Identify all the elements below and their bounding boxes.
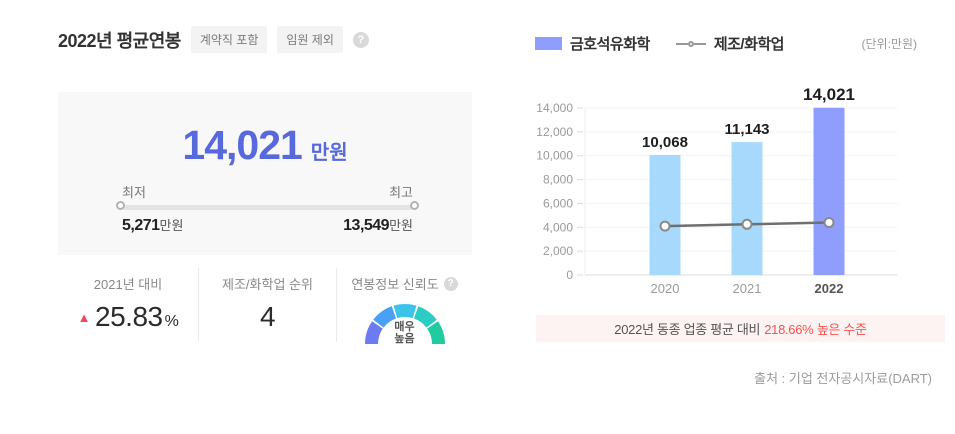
bar-2021[interactable] <box>731 142 763 275</box>
max-salary: 13,549 만원 <box>343 215 413 235</box>
legend-item-industry[interactable]: 제조/화학업 <box>650 33 784 54</box>
svg-text:12,000: 12,000 <box>536 125 573 139</box>
reliability-level-line2: 높음 <box>394 333 415 345</box>
unit-note: (단위:만원) <box>861 37 918 51</box>
x-tick-2021: 2021 <box>733 281 762 296</box>
salary-chart[interactable]: 0 2,000 4,000 6,000 8,000 10,000 12,000 14,000 1… <box>528 86 932 301</box>
min-salary: 5,271 만원 <box>122 215 183 235</box>
reliability-level: 매우 높음 <box>363 321 447 345</box>
slider-handle-min[interactable] <box>116 201 125 210</box>
average-salary-value: 14,021 <box>182 122 302 168</box>
company-swatch-icon <box>535 37 562 50</box>
gauge-segment-2 <box>372 306 396 328</box>
line-marker-2022[interactable] <box>823 217 835 229</box>
svg-text:2,000: 2,000 <box>543 244 573 258</box>
x-tick-2022: 2022 <box>815 281 844 296</box>
bar-label-2020: 10,068 <box>642 134 688 151</box>
average-salary: 14,021 만원 <box>58 122 472 169</box>
x-tick-2020: 2020 <box>651 281 680 296</box>
svg-text:4,000: 4,000 <box>543 220 573 234</box>
salary-summary-card: 14,021 만원 최저 최고 5,271 만원 13,549 만원 <box>58 92 472 255</box>
salary-range-slider <box>116 201 419 210</box>
min-salary-unit: 만원 <box>159 218 184 233</box>
svg-text:14,000: 14,000 <box>536 101 573 115</box>
stat-yoy-label: 2021년 대비 <box>93 277 163 292</box>
reliability-level-line1: 매우 <box>394 321 415 333</box>
bar-2022[interactable] <box>813 107 845 275</box>
gauge-segment-3 <box>393 304 416 319</box>
stat-reliability-label: 연봉정보 신뢰도 ? <box>351 274 458 293</box>
svg-text:0: 0 <box>566 268 573 282</box>
trend-up-icon: ▲ <box>77 309 91 325</box>
left-header: 2022년 평균연봉 계약직 포함 임원 제외 ? <box>58 26 369 53</box>
tag-contract-included: 계약직 포함 <box>190 26 268 53</box>
help-icon-reliability[interactable]: ? <box>443 276 458 291</box>
stat-reliability: 연봉정보 신뢰도 ? 매우 높음 <box>337 268 472 345</box>
bar-label-2022: 14,021 <box>803 86 855 104</box>
gauge-segment-5 <box>426 321 445 344</box>
stat-rank-label: 제조/화학업 순위 <box>222 277 313 292</box>
salary-range-values: 5,271 만원 13,549 만원 <box>122 215 413 235</box>
max-label: 최고 <box>389 185 413 200</box>
stats-row: 2021년 대비 ▲ 25.83 % 제조/화학업 순위 4 연봉정보 신뢰도 … <box>58 268 472 345</box>
line-marker-2020[interactable] <box>659 220 671 232</box>
min-label: 최저 <box>122 185 146 200</box>
industry-line-marker-icon <box>675 40 706 47</box>
gauge-segment-1 <box>364 321 383 344</box>
svg-text:8,000: 8,000 <box>543 173 573 187</box>
yoy-percent: 25.83 <box>95 301 163 332</box>
svg-text:10,000: 10,000 <box>536 149 573 163</box>
legend-item-company[interactable]: 금호석유화학 <box>535 33 650 54</box>
yoy-percent-sign: % <box>164 313 179 330</box>
max-salary-value: 13,549 <box>343 217 390 234</box>
stat-yoy: 2021년 대비 ▲ 25.83 % <box>58 268 198 342</box>
stat-rank-value: 4 <box>259 301 276 332</box>
bar-label-2021: 11,143 <box>724 121 769 138</box>
line-marker-2021[interactable] <box>741 218 753 230</box>
reliability-label-text: 연봉정보 신뢰도 <box>351 277 439 292</box>
tag-executives-excluded: 임원 제외 <box>277 26 343 53</box>
min-salary-value: 5,271 <box>122 217 160 234</box>
salary-range-labels: 최저 최고 <box>122 182 413 201</box>
slider-handle-max[interactable] <box>410 201 419 210</box>
page-title: 2022년 평균연봉 <box>58 30 181 51</box>
stat-industry-rank: 제조/화학업 순위 4 <box>198 268 337 342</box>
svg-text:6,000: 6,000 <box>543 196 573 210</box>
comparison-note-prefix: 2022년 동종 업종 평균 대비 <box>614 322 761 337</box>
stat-yoy-value: ▲ 25.83 % <box>78 301 179 333</box>
bar-2020[interactable] <box>649 154 681 275</box>
help-icon[interactable]: ? <box>352 31 369 48</box>
reliability-gauge <box>364 304 445 344</box>
chart-legend: 금호석유화학 제조/화학업 (단위:만원) <box>535 33 917 54</box>
legend-industry-label: 제조/화학업 <box>713 36 785 53</box>
legend-company-label: 금호석유화학 <box>570 36 650 53</box>
reliability-gauge-wrap: 매우 높음 <box>363 300 447 346</box>
data-source: 출처 : 기업 전자공시자료(DART) <box>754 371 932 386</box>
comparison-note: 2022년 동종 업종 평균 대비 218.66% 높은 수준 <box>536 315 945 342</box>
gauge-segment-4 <box>413 306 437 328</box>
max-salary-unit: 만원 <box>389 218 413 233</box>
comparison-note-highlight: 218.66% 높은 수준 <box>764 322 867 337</box>
average-salary-unit: 만원 <box>310 142 348 164</box>
